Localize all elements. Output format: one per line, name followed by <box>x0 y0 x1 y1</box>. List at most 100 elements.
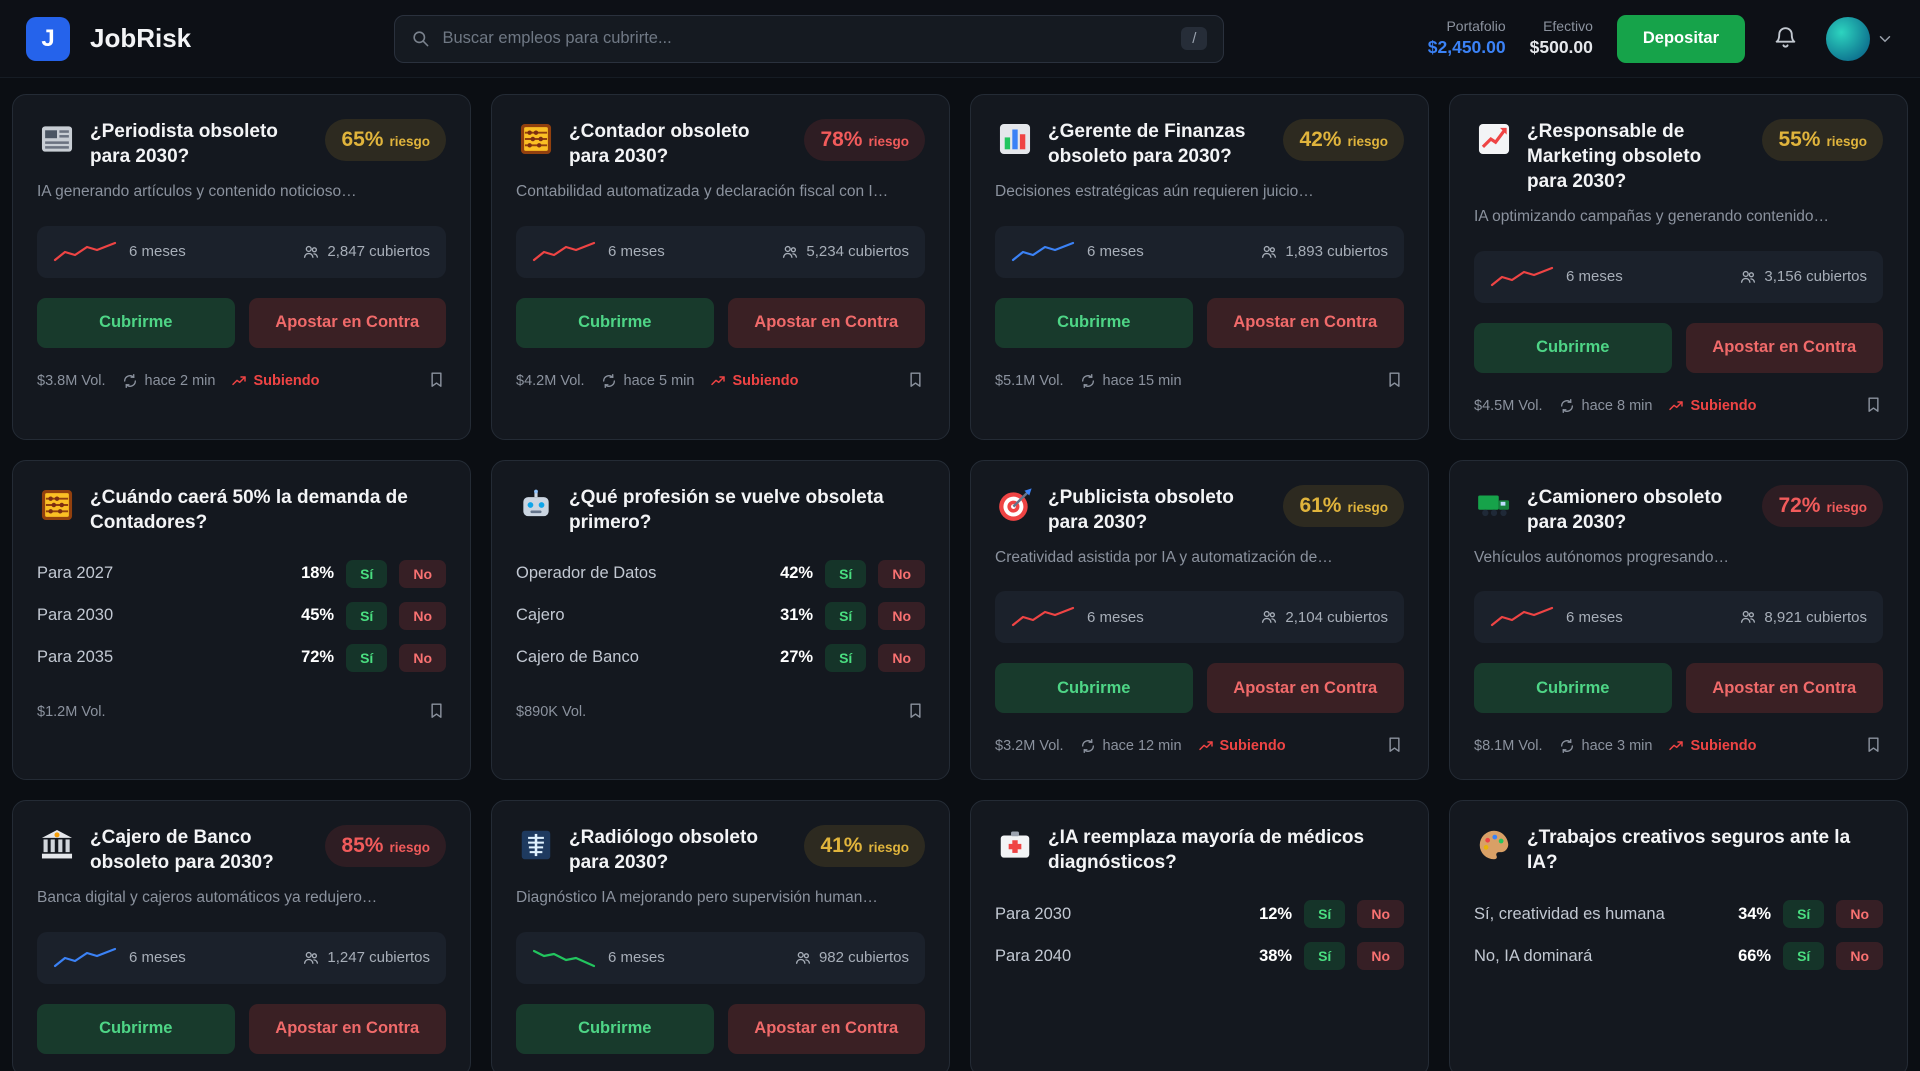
risk-percent: 65% <box>341 128 384 151</box>
no-button[interactable]: No <box>399 559 446 588</box>
sparkline-chart <box>53 947 117 968</box>
cover-button[interactable]: Cubrirme <box>995 663 1193 714</box>
cover-button[interactable]: Cubrirme <box>1474 663 1672 714</box>
outcome-row: Operador de Datos 42% Sí No <box>516 557 925 591</box>
market-card[interactable]: ¿Publicista obsoleto para 2030? 61% ries… <box>970 459 1429 781</box>
bookmark-button[interactable] <box>1864 395 1883 417</box>
actions-row: Cubrirme Apostar en Contra <box>37 297 446 348</box>
market-card[interactable]: ¿Periodista obsoleto para 2030? 65% ries… <box>12 94 471 440</box>
market-card-multi[interactable]: ¿Cuándo caerá 50% la demanda de Contador… <box>12 459 471 781</box>
search-bar[interactable]: / <box>394 14 1225 63</box>
no-button[interactable]: No <box>1357 900 1404 929</box>
market-card[interactable]: ¿Radiólogo obsoleto para 2030? 41% riesg… <box>491 800 950 1071</box>
market-card[interactable]: ¿Camionero obsoleto para 2030? 72% riesg… <box>1449 459 1908 781</box>
bookmark-button[interactable] <box>1864 735 1883 757</box>
app-name: JobRisk <box>90 23 192 53</box>
trend-up-icon <box>231 373 247 389</box>
no-button[interactable]: No <box>1836 942 1883 971</box>
avatar[interactable] <box>1826 16 1870 61</box>
market-card-multi[interactable]: ¿Qué profesión se vuelve obsoleta primer… <box>491 459 950 781</box>
yes-button[interactable]: Sí <box>825 559 867 588</box>
updated-text: hace 3 min <box>1581 738 1653 755</box>
card-header: ¿Publicista obsoleto para 2030? 61% ries… <box>995 484 1404 535</box>
yes-button[interactable]: Sí <box>346 643 388 672</box>
yes-button[interactable]: Sí <box>825 643 867 672</box>
no-button[interactable]: No <box>1357 942 1404 971</box>
bookmark-button[interactable] <box>1385 735 1404 757</box>
bookmark-button[interactable] <box>427 701 446 723</box>
deposit-button[interactable]: Depositar <box>1616 14 1745 63</box>
market-card-multi[interactable]: ¿Trabajos creativos seguros ante la IA? … <box>1449 800 1908 1071</box>
market-card-multi[interactable]: ¿IA reemplaza mayoría de médicos diagnós… <box>970 800 1429 1071</box>
no-button[interactable]: No <box>878 559 925 588</box>
covered-text: 1,893 cubiertos <box>1285 243 1388 261</box>
cover-button[interactable]: Cubrirme <box>37 1003 235 1054</box>
yes-button[interactable]: Sí <box>825 601 867 630</box>
search-shortcut-badge: / <box>1181 27 1208 50</box>
cover-button[interactable]: Cubrirme <box>516 297 714 348</box>
bet-against-button[interactable]: Apostar en Contra <box>248 1003 446 1054</box>
covered-count: 1,893 cubiertos <box>1260 243 1388 261</box>
xray-icon <box>516 825 556 865</box>
cover-button[interactable]: Cubrirme <box>1474 322 1672 373</box>
yes-button[interactable]: Sí <box>346 559 388 588</box>
market-card[interactable]: ¿Contador obsoleto para 2030? 78% riesgo… <box>491 94 950 440</box>
cover-button[interactable]: Cubrirme <box>516 1003 714 1054</box>
yes-button[interactable]: Sí <box>1783 900 1825 929</box>
cover-button[interactable]: Cubrirme <box>37 297 235 348</box>
covered-text: 8,921 cubiertos <box>1764 608 1867 626</box>
bookmark-button[interactable] <box>1385 370 1404 392</box>
market-title: ¿IA reemplaza mayoría de médicos diagnós… <box>1048 827 1365 874</box>
notifications-button[interactable] <box>1769 21 1802 57</box>
truck-icon <box>1474 485 1514 525</box>
cover-button[interactable]: Cubrirme <box>995 297 1193 348</box>
no-button[interactable]: No <box>878 601 925 630</box>
covered-count: 5,234 cubiertos <box>781 243 909 261</box>
yes-button[interactable]: Sí <box>1304 900 1346 929</box>
no-button[interactable]: No <box>878 643 925 672</box>
market-card[interactable]: ¿Gerente de Finanzas obsoleto para 2030?… <box>970 94 1429 440</box>
risk-word: riesgo <box>1347 499 1388 515</box>
bet-against-button[interactable]: Apostar en Contra <box>727 297 925 348</box>
account-menu[interactable] <box>1826 16 1894 61</box>
covered-count: 8,921 cubiertos <box>1739 608 1867 626</box>
volume-label: $4.2M Vol. <box>516 372 585 389</box>
people-icon <box>794 949 812 967</box>
bet-against-button[interactable]: Apostar en Contra <box>727 1003 925 1054</box>
risk-badge: 72% riesgo <box>1762 484 1883 527</box>
market-description: IA optimizando campañas y generando cont… <box>1474 208 1830 226</box>
bet-against-button[interactable]: Apostar en Contra <box>248 297 446 348</box>
stats-bar: 6 meses 982 cubiertos <box>516 931 925 984</box>
volume-label: $8.1M Vol. <box>1474 738 1543 755</box>
bet-against-button[interactable]: Apostar en Contra <box>1206 663 1404 714</box>
bookmark-button[interactable] <box>427 370 446 392</box>
bet-against-button[interactable]: Apostar en Contra <box>1685 322 1883 373</box>
app-logo[interactable]: J <box>26 16 70 61</box>
card-footer: $4.2M Vol. hace 5 min Subiendo <box>516 370 925 392</box>
duration-label: 6 meses <box>1566 608 1623 626</box>
no-button[interactable]: No <box>399 643 446 672</box>
market-card[interactable]: ¿Responsable de Marketing obsoleto para … <box>1449 94 1908 440</box>
yes-button[interactable]: Sí <box>1783 942 1825 971</box>
yes-button[interactable]: Sí <box>346 601 388 630</box>
duration-label: 6 meses <box>1087 608 1144 626</box>
no-button[interactable]: No <box>1836 900 1883 929</box>
bet-against-button[interactable]: Apostar en Contra <box>1685 663 1883 714</box>
search-input[interactable] <box>442 29 1170 48</box>
bookmark-icon <box>1864 395 1883 417</box>
risk-percent: 55% <box>1778 128 1821 151</box>
market-card[interactable]: ¿Cajero de Banco obsoleto para 2030? 85%… <box>12 800 471 1071</box>
outcome-percent: 12% <box>1259 904 1293 923</box>
no-button[interactable]: No <box>399 601 446 630</box>
outcome-row: Para 2030 45% Sí No <box>37 599 446 633</box>
abacus-icon <box>37 485 77 525</box>
updated-label: hace 12 min <box>1080 738 1182 754</box>
updated-label: hace 8 min <box>1559 398 1652 414</box>
chevron-down-icon <box>1876 30 1894 48</box>
stats-bar: 6 meses 5,234 cubiertos <box>516 225 925 278</box>
bookmark-button[interactable] <box>906 701 925 723</box>
yes-button[interactable]: Sí <box>1304 942 1346 971</box>
bet-against-button[interactable]: Apostar en Contra <box>1206 297 1404 348</box>
bookmark-button[interactable] <box>906 370 925 392</box>
market-title: ¿Responsable de Marketing obsoleto para … <box>1527 121 1702 193</box>
